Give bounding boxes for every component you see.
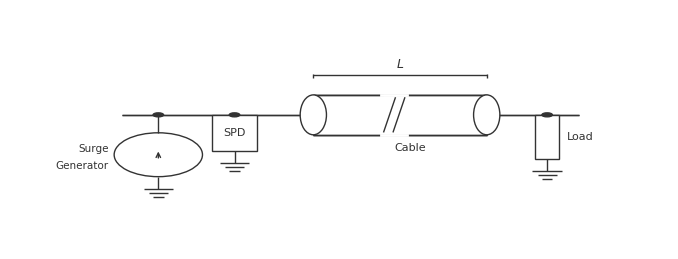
- Text: Cable: Cable: [395, 143, 426, 153]
- Bar: [536, 115, 559, 159]
- Ellipse shape: [473, 95, 500, 135]
- Circle shape: [229, 113, 240, 117]
- Text: L: L: [397, 57, 403, 70]
- Ellipse shape: [300, 95, 327, 135]
- Circle shape: [542, 113, 553, 117]
- Text: SPD: SPD: [223, 128, 245, 138]
- Bar: [313, 95, 487, 135]
- Bar: [212, 115, 257, 151]
- Text: Load: Load: [567, 132, 594, 142]
- Text: Surge: Surge: [79, 144, 109, 154]
- Text: Generator: Generator: [56, 161, 109, 171]
- Circle shape: [153, 113, 163, 117]
